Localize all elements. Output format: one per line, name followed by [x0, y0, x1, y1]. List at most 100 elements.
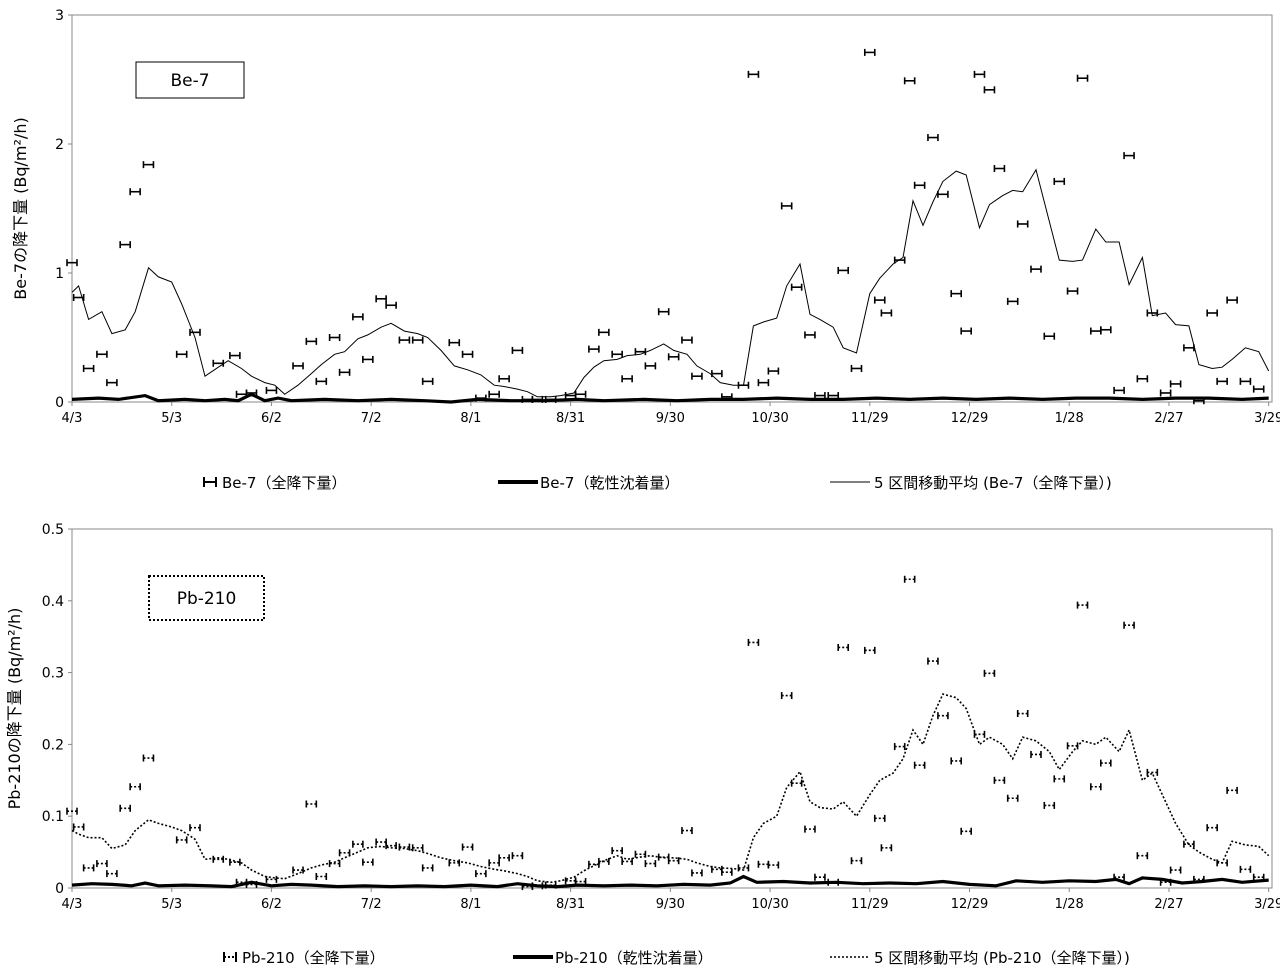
total-deposition-point [338, 368, 351, 376]
total-deposition-point [790, 283, 803, 291]
total-deposition-point [1099, 759, 1112, 767]
total-deposition-point [129, 783, 141, 791]
total-deposition-point [950, 290, 963, 298]
x-tick-label: 1/28 [1055, 411, 1084, 426]
total-deposition-point [657, 308, 670, 316]
total-deposition-point [611, 350, 623, 358]
total-deposition-point [960, 327, 972, 335]
total-deposition-point [711, 370, 723, 378]
total-deposition-point [950, 757, 963, 765]
total-deposition-point [82, 864, 95, 872]
total-deposition-point [305, 337, 318, 345]
total-deposition-point [737, 864, 750, 872]
total-deposition-point [66, 807, 78, 815]
total-deposition-point [1123, 152, 1135, 160]
total-deposition-point [212, 855, 225, 863]
x-tick-label: 3/29 [1254, 411, 1280, 426]
total-deposition-point [175, 350, 188, 358]
total-deposition-point [1053, 775, 1066, 783]
total-deposition-point [850, 364, 863, 372]
total-deposition-point [644, 362, 657, 370]
total-deposition-point [1030, 750, 1042, 758]
total-deposition-point [421, 864, 434, 872]
total-deposition-point [814, 873, 826, 881]
total-deposition-point [903, 77, 916, 85]
total-deposition-point [1146, 309, 1159, 317]
total-deposition-point [1206, 309, 1218, 317]
total-deposition-point [893, 256, 906, 264]
x-tick-label: 9/30 [656, 411, 685, 426]
total-deposition-point [1123, 621, 1135, 629]
total-deposition-point [385, 301, 397, 309]
total-deposition-point [352, 313, 364, 321]
total-deposition-point [1136, 852, 1149, 860]
total-deposition-point [461, 350, 474, 358]
total-deposition-point [611, 847, 623, 855]
y-tick-label: 0.3 [42, 666, 64, 682]
y-tick-label: 1 [55, 266, 64, 282]
moving-average-line [71, 168, 1270, 398]
y-tick-label: 0.1 [42, 809, 64, 825]
total-deposition-point [1043, 332, 1056, 340]
total-deposition-point [1099, 326, 1112, 334]
total-deposition-point [1239, 377, 1252, 385]
total-deposition-point [82, 364, 95, 372]
x-tick-label: 10/30 [751, 897, 788, 912]
total-deposition-point [96, 350, 108, 358]
total-deposition-point [850, 857, 863, 865]
total-deposition-point [681, 827, 693, 835]
total-deposition-point [448, 859, 461, 867]
total-deposition-point [657, 853, 670, 861]
total-deposition-point [634, 348, 647, 356]
y-tick-label: 0 [55, 881, 64, 897]
total-deposition-point [448, 339, 461, 347]
total-deposition-point [175, 836, 188, 844]
x-tick-label: 11/29 [851, 897, 888, 912]
total-deposition-point [667, 857, 680, 865]
y-axis-label: Pb-210の降下量 (Bq/m²/h) [5, 608, 24, 810]
x-tick-label: 6/2 [261, 411, 282, 426]
total-deposition-point [790, 779, 803, 787]
dry-deposition-line [71, 874, 1269, 889]
total-deposition-point [1113, 873, 1125, 881]
x-tick-label: 10/30 [751, 411, 788, 426]
total-deposition-point [1252, 873, 1265, 881]
legend-moving-average-label: 5 区間移動平均 (Pb-210（全降下量）) [874, 949, 1130, 967]
total-deposition-point [398, 336, 411, 344]
total-deposition-point [411, 844, 424, 852]
total-deposition-point [1006, 794, 1019, 802]
total-deposition-point [475, 394, 487, 402]
panel-label-box [148, 575, 265, 621]
x-tick-label: 8/1 [460, 411, 481, 426]
x-tick-label: 8/31 [556, 411, 585, 426]
total-deposition-point [973, 70, 986, 78]
total-deposition-point [757, 379, 770, 387]
total-deposition-point [338, 849, 351, 857]
total-deposition-point [721, 868, 733, 876]
total-deposition-point [142, 754, 155, 762]
total-deposition-point [106, 379, 118, 387]
legend: Be-7（全降下量） Be-7（乾性沈着量） 5 区間移動平均 (Be-7（全降下量… [203, 474, 1112, 492]
x-tick-label: 8/31 [556, 897, 585, 912]
total-deposition-point [1193, 875, 1205, 883]
total-deposition-point [691, 869, 703, 877]
total-deposition-point [1183, 344, 1195, 352]
total-deposition-point [937, 190, 949, 198]
y-tick-label: 0.2 [42, 737, 64, 753]
dry-deposition-line [71, 392, 1269, 404]
total-deposition-point [780, 692, 793, 700]
total-deposition-point [1226, 786, 1238, 794]
total-deposition-point [1113, 386, 1125, 394]
x-tick-label: 7/2 [361, 411, 382, 426]
total-deposition-point [927, 134, 939, 142]
x-tick-label: 1/28 [1055, 897, 1084, 912]
total-deposition-point [1239, 865, 1252, 873]
total-deposition-point [721, 393, 733, 401]
total-deposition-point [903, 575, 916, 583]
total-deposition-point [814, 392, 826, 400]
total-deposition-point [421, 377, 434, 385]
legend-dry-label: Pb-210（乾性沈着量） [555, 949, 713, 967]
total-deposition-point [691, 372, 703, 380]
y-tick-label: 2 [55, 137, 64, 153]
